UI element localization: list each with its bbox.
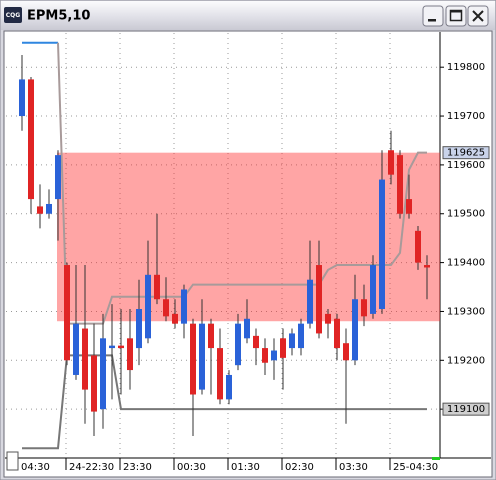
- candle-body: [226, 374, 232, 400]
- candle-body: [109, 345, 115, 349]
- candle-body: [64, 265, 70, 361]
- highlight-zone: [57, 152, 440, 322]
- scroll-handle[interactable]: [6, 451, 19, 471]
- candle-body: [253, 335, 259, 349]
- candle-body: [28, 79, 34, 200]
- y-tick-label: 119500: [447, 209, 485, 220]
- y-tick-label: 119700: [447, 111, 485, 122]
- y-tick-label: 119600: [447, 160, 485, 171]
- price-marker-box: [442, 402, 490, 416]
- candle-body: [388, 150, 394, 175]
- price-marker-box: [442, 146, 490, 160]
- candle-body: [145, 274, 151, 339]
- candle-body: [280, 338, 286, 358]
- app-icon: [4, 7, 22, 23]
- close-button[interactable]: [467, 5, 489, 27]
- y-tick-label: 119300: [447, 306, 485, 317]
- candle-body: [334, 318, 340, 349]
- x-tick-label: 00:30: [177, 462, 206, 473]
- x-tick-label: 25-04:30: [393, 462, 438, 473]
- x-tick-label: 02:30: [285, 462, 314, 473]
- candle-body: [415, 230, 421, 263]
- candle-body: [37, 206, 43, 214]
- maximize-button[interactable]: [445, 5, 467, 27]
- x-tick-label: 23:30: [123, 462, 152, 473]
- y-tick-label: 119800: [447, 62, 485, 73]
- candle-body: [298, 323, 304, 349]
- candle-body: [289, 333, 295, 349]
- candle-body: [352, 299, 358, 361]
- plot: 119100 119200 119300 119400 119500 119600 1197…: [6, 33, 490, 473]
- x-tick-label: 01:30: [231, 462, 260, 473]
- candle-body: [55, 155, 61, 200]
- minimize-button[interactable]: [422, 5, 444, 27]
- candle-body: [208, 323, 214, 349]
- band-line: [57, 42, 427, 325]
- candle-body: [154, 274, 160, 300]
- candle-body: [82, 328, 88, 390]
- candle-body: [46, 203, 52, 214]
- candle-body: [181, 289, 187, 324]
- y-tick-label: 119400: [447, 258, 485, 269]
- candle-body: [199, 323, 205, 390]
- candle-body: [136, 309, 142, 349]
- candle-body: [379, 179, 385, 310]
- candle-body: [118, 345, 124, 349]
- candle-body: [91, 355, 97, 412]
- candle-body: [370, 265, 376, 314]
- app-icon-text: CQG: [6, 12, 21, 19]
- candle-body: [163, 299, 169, 317]
- candle-body: [217, 348, 223, 400]
- price-marker-label: 119100: [447, 404, 485, 415]
- candle-body: [73, 323, 79, 375]
- window-title: EPM5,10: [27, 9, 90, 24]
- x-tick-label: 24-22:30: [69, 462, 114, 473]
- band-line: [22, 354, 427, 450]
- x-tick-label: 03:30: [339, 462, 368, 473]
- candle-body: [307, 279, 313, 324]
- candle-body: [397, 155, 403, 214]
- candle-body: [271, 350, 277, 361]
- candle-body: [406, 199, 412, 214]
- title-bar: [1, 1, 495, 30]
- candle-body: [262, 348, 268, 363]
- x-tick-label: 04:30: [21, 462, 50, 473]
- candle-body: [325, 313, 331, 324]
- candle-body: [361, 299, 367, 317]
- candle-body: [343, 343, 349, 361]
- y-tick-label: 119200: [447, 355, 485, 366]
- candle-body: [424, 265, 430, 268]
- current-bar-marker: [432, 457, 440, 460]
- price-marker-label: 119625: [447, 148, 485, 159]
- candle-body: [172, 313, 178, 324]
- candle-body: [19, 79, 25, 117]
- candle-body: [127, 338, 133, 371]
- candle-body: [100, 338, 106, 410]
- candle-body: [235, 323, 241, 366]
- candle-body: [190, 323, 196, 395]
- candle-body: [316, 265, 322, 334]
- candle-body: [244, 318, 250, 339]
